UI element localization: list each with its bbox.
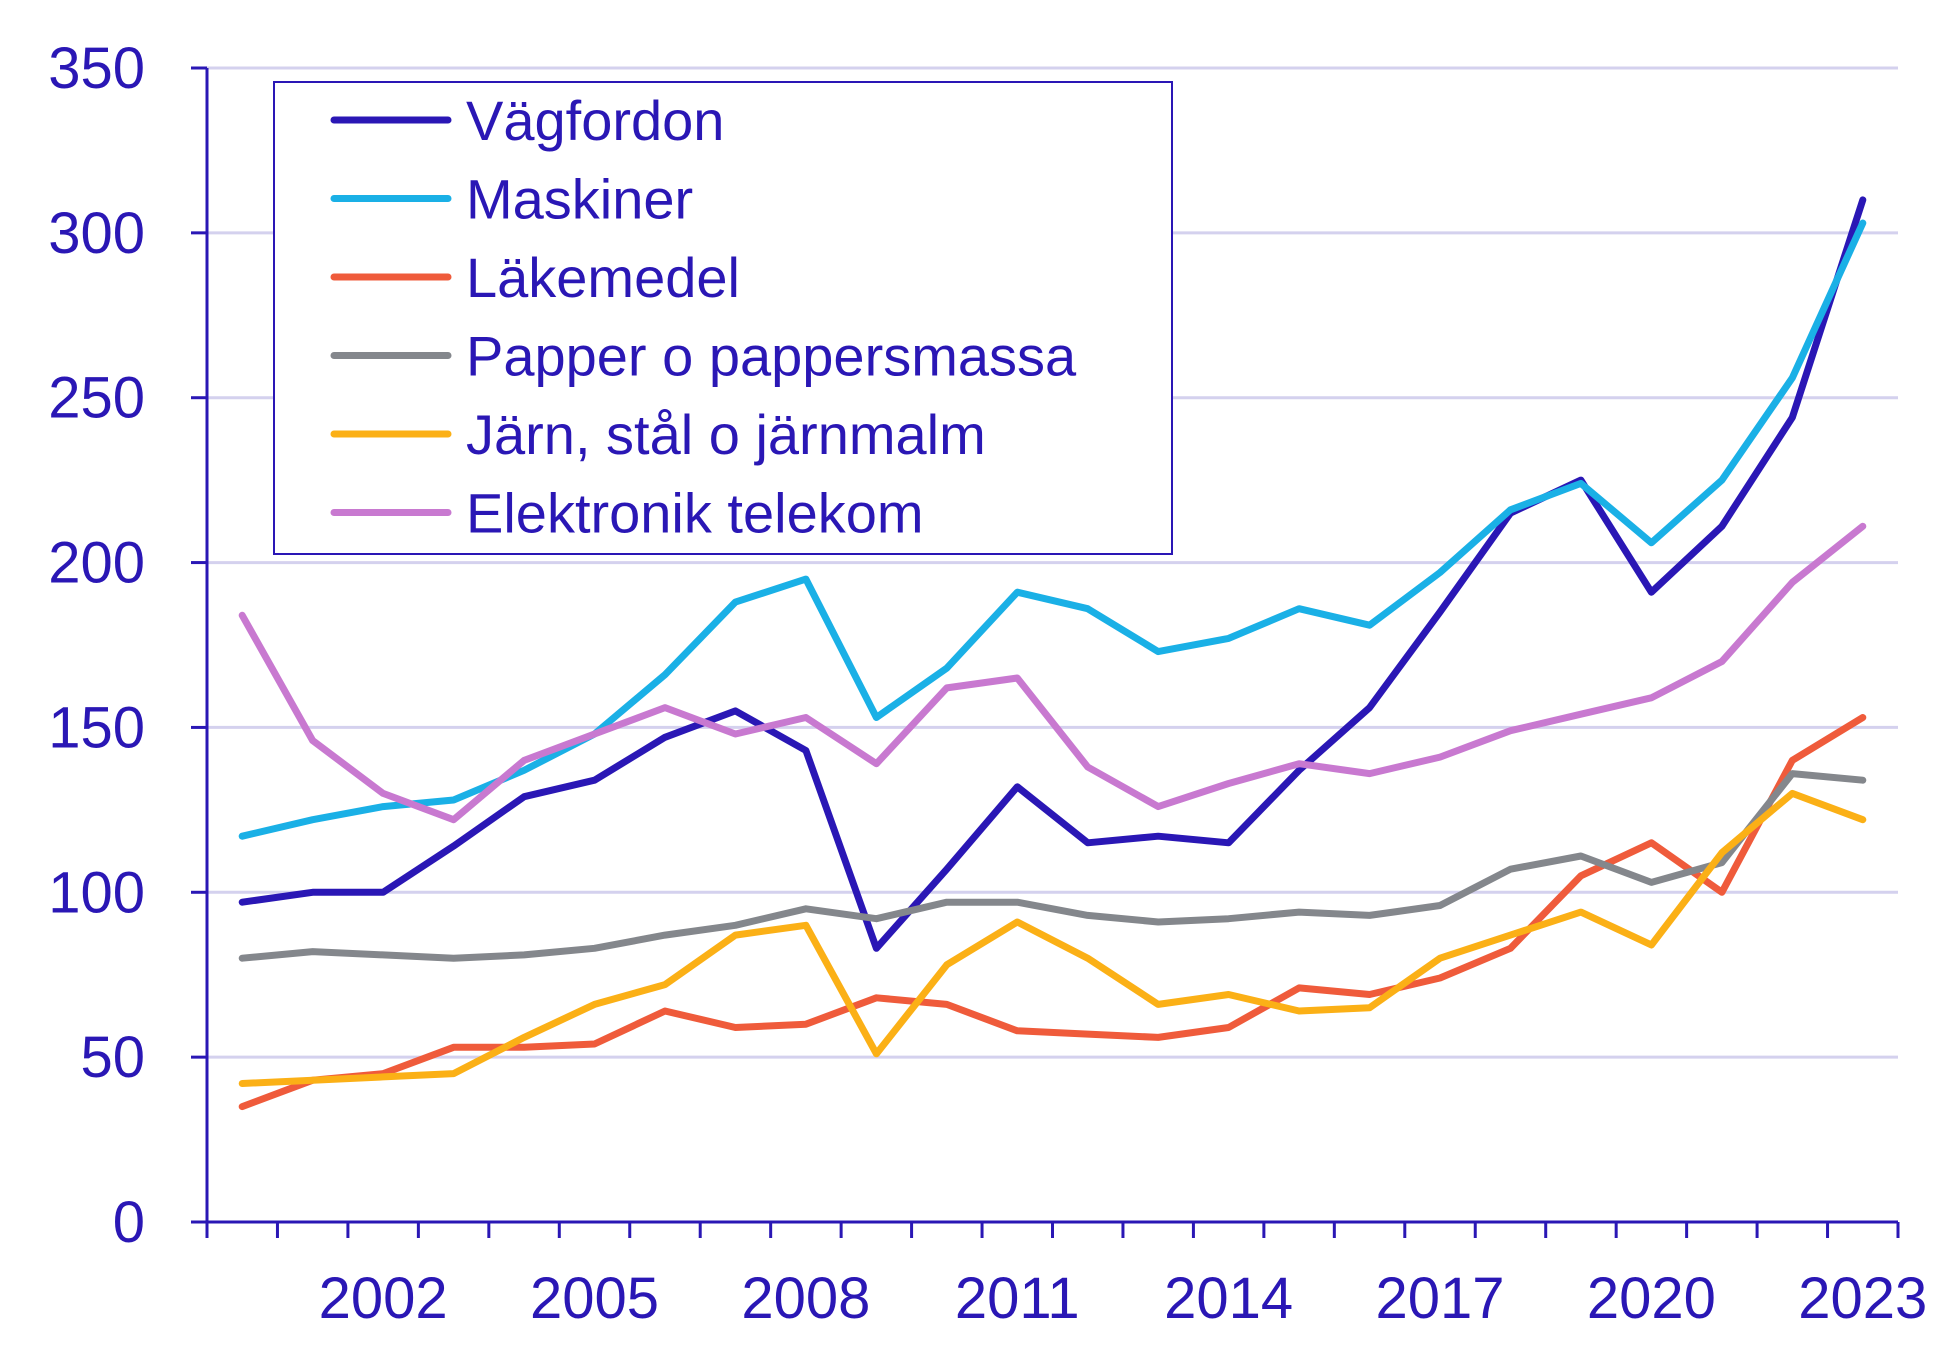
x-tick-label: 2011 [955,1266,1080,1331]
legend-label: Elektronik telekom [466,482,924,545]
series-line-1 [238,219,1867,840]
series-lines [238,196,1867,1111]
x-tick-label: 2008 [741,1266,870,1331]
y-tick-label: 250 [48,366,145,431]
series-line-3 [238,770,1867,962]
legend-box [273,81,1173,555]
y-tick-label: 150 [48,695,145,760]
y-tick-label: 0 [113,1190,145,1255]
y-tick-label: 100 [48,860,145,925]
series-line-5 [238,522,1867,824]
series-line-4 [238,789,1867,1087]
legend-label: Läkemedel [466,246,740,309]
x-tick-label: 2023 [1798,1266,1927,1331]
x-tick-label: 2005 [530,1266,659,1331]
x-tick-label: 2017 [1376,1266,1505,1331]
legend-label: Papper o pappersmassa [466,325,1077,388]
x-tick-label: 2002 [319,1266,448,1331]
legend-label: Järn, stål o järnmalm [466,403,986,466]
y-tick-label: 50 [80,1025,145,1090]
legend-label: Maskiner [466,168,693,231]
axes: 0 50 100 150 200 250 300 350 2002 2005 2008 2011 201… [48,36,1927,1331]
y-tick-label: 200 [48,531,145,596]
x-tick-label: 2020 [1587,1266,1716,1331]
legend-label: Vägfordon [466,89,724,152]
y-tick-label: 300 [48,201,145,266]
y-tick-label: 350 [48,36,145,101]
legend: Vägfordon Maskiner Läkemedel Papper o pappe… [273,81,1173,555]
series-line-0 [238,196,1867,952]
x-tick-label: 2014 [1164,1266,1293,1331]
